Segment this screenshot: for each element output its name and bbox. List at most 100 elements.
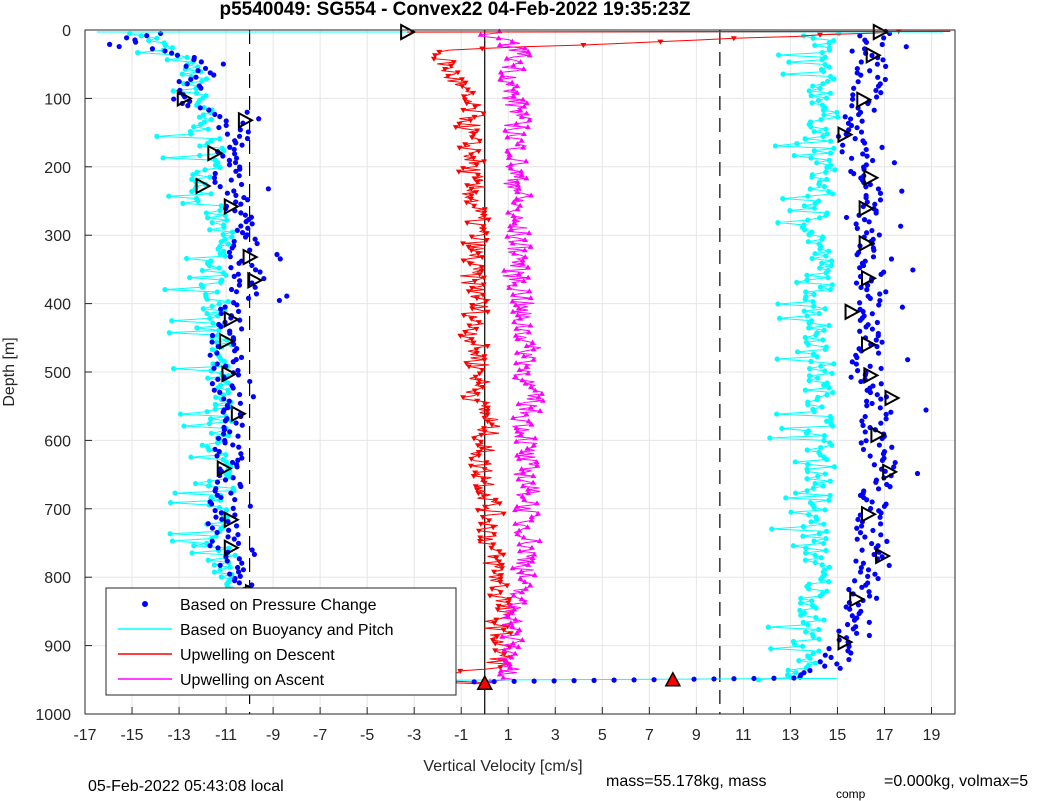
buoyancy-point <box>807 186 813 192</box>
buoyancy-point <box>802 557 809 563</box>
ascent-marker <box>505 154 512 160</box>
buoyancy-point <box>809 598 815 604</box>
buoyancy-point <box>817 593 823 599</box>
ascent-marker <box>519 260 526 266</box>
pressure-point <box>228 490 234 496</box>
ascent-marker <box>534 462 541 468</box>
buoyancy-point <box>807 655 813 661</box>
pressure-point <box>240 567 246 573</box>
pressure-point <box>245 225 251 231</box>
ascent-marker <box>517 431 524 437</box>
pressure-point <box>857 300 863 306</box>
buoyancy-point <box>805 217 811 223</box>
buoyancy-point <box>218 279 224 285</box>
pressure-point <box>212 507 218 514</box>
buoyancy-point <box>780 196 786 202</box>
pressure-point <box>218 310 224 317</box>
pressure-point <box>874 319 880 326</box>
pressure-point <box>854 225 860 231</box>
buoyancy-point <box>774 356 780 362</box>
pressure-point <box>226 398 232 404</box>
pressure-point <box>235 372 242 378</box>
buoyancy-point <box>775 219 781 226</box>
descent-marker <box>464 87 471 93</box>
pressure-point <box>852 578 858 584</box>
pressure-point <box>834 661 840 667</box>
ascent-marker <box>511 216 518 222</box>
pressure-point <box>914 470 921 477</box>
pressure-point <box>212 488 218 494</box>
buoyancy-point <box>821 184 828 190</box>
chart-title: p5540049: SG554 - Convex22 04-Feb-2022 1… <box>219 0 690 20</box>
pressure-point <box>849 613 855 619</box>
pressure-point <box>133 39 139 45</box>
buoyancy-point <box>824 78 831 84</box>
y-axis-label: Depth [m] <box>1 337 18 406</box>
pressure-point <box>184 81 190 87</box>
ascent-marker <box>506 664 513 670</box>
buoyancy-point <box>817 265 823 271</box>
buoyancy-point <box>207 227 213 233</box>
buoyancy-point <box>823 535 829 542</box>
buoyancy-point <box>811 128 817 135</box>
ascent-marker <box>512 650 519 656</box>
descent-marker <box>507 631 514 637</box>
pressure-point <box>839 149 845 155</box>
y-tick-label: 200 <box>44 160 71 177</box>
descent-marker <box>436 49 443 55</box>
pressure-point <box>854 65 860 72</box>
buoyancy-point <box>812 42 818 48</box>
descent-marker <box>457 668 464 674</box>
buoyancy-point <box>797 607 803 613</box>
pressure-point <box>236 444 242 450</box>
descent-marker <box>472 484 479 490</box>
buoyancy-point <box>810 351 816 357</box>
pressure-point <box>239 230 246 236</box>
pressure-point <box>215 435 222 441</box>
pressure-point <box>232 497 238 503</box>
pressure-point <box>227 429 233 435</box>
pressure-point <box>878 532 884 538</box>
buoyancy-point <box>811 205 817 211</box>
bottom-marker <box>476 674 493 690</box>
pressure-point <box>247 503 253 509</box>
pressure-point <box>877 297 883 304</box>
ascent-marker <box>504 148 511 154</box>
buoyancy-point <box>776 52 782 58</box>
pressure-point <box>191 57 197 63</box>
x-tick-label: 9 <box>692 727 701 744</box>
pressure-point <box>185 103 191 109</box>
ascent-marker <box>514 89 521 95</box>
tick-labels: -17 -15 -13 -11 -9 -7 -5 -3 -1 1 3 5 7 9 11 13 15 17 19010… <box>35 23 940 744</box>
pressure-point <box>253 291 260 297</box>
pressure-point <box>252 284 258 290</box>
pressure-point <box>848 374 854 380</box>
pressure-point <box>236 569 242 575</box>
buoyancy-point <box>803 629 809 635</box>
descent-marker <box>480 426 487 432</box>
ascent-turn-marker <box>837 125 854 144</box>
descent-marker <box>486 593 493 599</box>
pressure-point <box>860 308 866 315</box>
buoyancy-point <box>232 552 238 558</box>
ascent-marker <box>516 366 523 372</box>
ascent-marker <box>529 339 536 345</box>
buoyancy-point <box>206 483 212 489</box>
descent-marker <box>474 398 481 404</box>
bottom-pressure-point <box>791 675 797 681</box>
buoyancy-point <box>822 507 828 513</box>
buoyancy-point <box>211 569 218 575</box>
buoyancy-point <box>199 78 205 84</box>
pressure-point <box>265 186 271 192</box>
pressure-point <box>206 107 212 113</box>
buoyancy-point <box>818 363 824 369</box>
bottom-pressure-point <box>551 678 557 684</box>
buoyancy-point <box>220 231 226 238</box>
descent-marker <box>450 60 457 66</box>
descent-marker <box>472 374 479 380</box>
ascent-marker <box>515 401 522 407</box>
pressure-point <box>889 444 895 450</box>
descent-marker <box>489 638 496 644</box>
descent-turn-marker <box>207 144 224 162</box>
buoyancy-point <box>834 109 840 116</box>
